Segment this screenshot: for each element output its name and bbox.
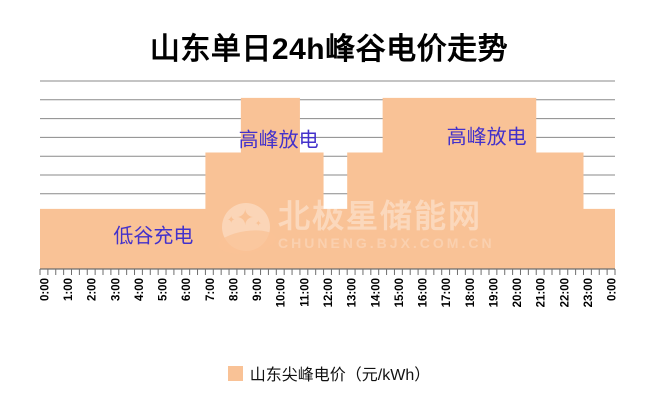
region-label: 低谷充电 bbox=[113, 225, 194, 248]
x-tick-label: 12:00 bbox=[323, 278, 335, 307]
x-tick-label: 14:00 bbox=[370, 278, 382, 307]
x-tick-label: 10:00 bbox=[276, 278, 288, 307]
x-tick-label: 11:00 bbox=[299, 278, 311, 307]
legend-label: 山东尖峰电价（元/kWh） bbox=[249, 367, 431, 384]
x-tick-label: 20:00 bbox=[512, 278, 524, 307]
x-tick-label: 0:00 bbox=[607, 278, 619, 301]
x-tick-label: 3:00 bbox=[110, 278, 122, 301]
x-tick-label: 1:00 bbox=[63, 278, 75, 301]
legend-swatch bbox=[227, 365, 243, 381]
x-tick-label: 17:00 bbox=[441, 278, 453, 307]
chart-title: 山东单日24h峰谷电价走势 bbox=[149, 33, 509, 66]
price-bars bbox=[40, 97, 615, 269]
x-tick-label: 6:00 bbox=[181, 278, 193, 301]
x-tick-label: 8:00 bbox=[228, 278, 240, 301]
x-tick-label: 9:00 bbox=[252, 278, 264, 301]
x-tick-label: 21:00 bbox=[536, 278, 548, 307]
x-tick-label: 19:00 bbox=[488, 278, 500, 307]
x-tick-label: 7:00 bbox=[205, 278, 217, 301]
x-tick-label: 15:00 bbox=[394, 278, 406, 307]
region-label: 高峰放电 bbox=[446, 126, 527, 149]
x-tick-label: 22:00 bbox=[559, 278, 571, 307]
x-tick-label: 13:00 bbox=[347, 278, 359, 307]
x-tick-label: 4:00 bbox=[134, 278, 146, 301]
legend: 山东尖峰电价（元/kWh） bbox=[0, 361, 658, 385]
x-tick-label: 2:00 bbox=[87, 278, 99, 301]
x-tick-label: 5:00 bbox=[158, 278, 170, 301]
x-tick-label: 0:00 bbox=[39, 278, 51, 301]
x-tick-label: 23:00 bbox=[583, 278, 595, 307]
x-tick-label: 16:00 bbox=[418, 278, 430, 307]
region-label: 高峰放电 bbox=[238, 129, 319, 152]
x-tick-label: 18:00 bbox=[465, 278, 477, 307]
